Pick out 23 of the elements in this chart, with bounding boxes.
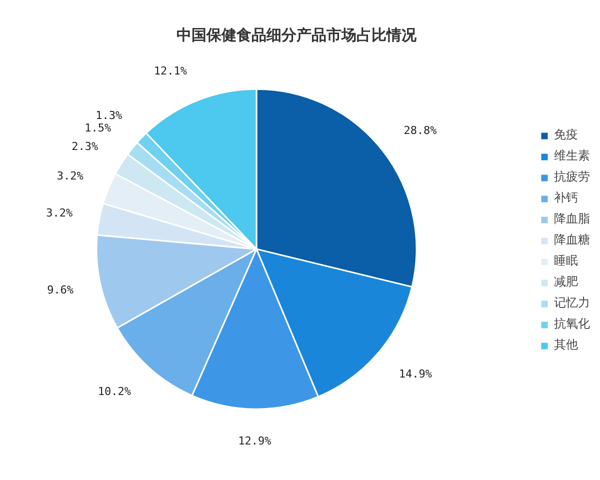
legend-label: 免疫 <box>554 126 578 144</box>
chart-title: 中国保健食品细分产品市场占比情况 <box>176 26 418 44</box>
data-label: 2.3% <box>72 140 99 154</box>
legend-label: 维生素 <box>554 148 590 164</box>
legend-label: 其他 <box>554 336 578 354</box>
data-label: 28.8% <box>404 124 438 137</box>
legend-label: 记忆力 <box>554 294 590 312</box>
legend-label: 降血糖 <box>554 232 590 248</box>
data-label: 12.1% <box>154 64 188 78</box>
data-label: 3.2% <box>46 206 73 220</box>
data-label: 10.2% <box>98 384 132 398</box>
data-label: 1.3% <box>96 108 122 122</box>
data-label: 14.9% <box>398 367 432 380</box>
legend-label: 减肥 <box>554 274 578 290</box>
data-label: 9.6% <box>47 283 74 296</box>
legend-label: 抗氧化 <box>554 316 590 332</box>
legend-label: 降血脂 <box>554 210 590 228</box>
data-label: 12.9% <box>238 434 272 448</box>
legend-label: 抗疲劳 <box>554 168 590 186</box>
legend-label: 补钙 <box>554 190 578 206</box>
data-label: 3.2% <box>56 170 84 183</box>
legend-label: 睡眠 <box>554 252 578 270</box>
data-label: 1.5% <box>84 122 112 135</box>
